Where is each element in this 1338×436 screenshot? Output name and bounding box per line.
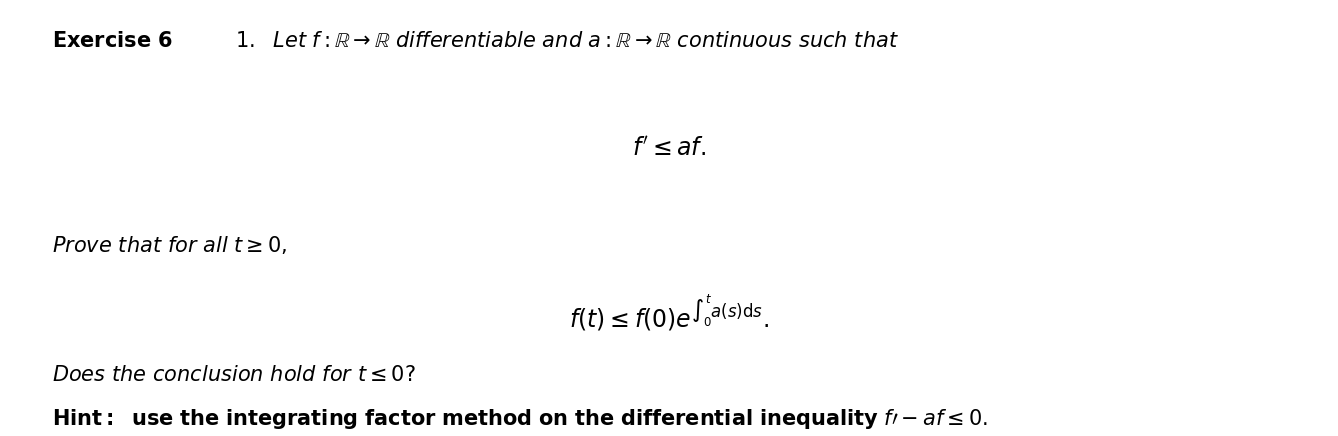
Text: $f' \leq af.$: $f' \leq af.$ bbox=[632, 136, 706, 160]
Text: $\mathit{1.\ \ Let}$ $f:\mathbb{R}\rightarrow\mathbb{R}$ $\mathit{differentiable: $\mathit{1.\ \ Let}$ $f:\mathbb{R}\right… bbox=[235, 31, 899, 51]
Text: $\mathit{Does\ the\ conclusion\ hold\ for}\ t \leq 0?$: $\mathit{Does\ the\ conclusion\ hold\ fo… bbox=[52, 365, 416, 385]
Text: $\mathit{Prove\ that\ for\ all}\ t \geq 0,$: $\mathit{Prove\ that\ for\ all}\ t \geq … bbox=[52, 234, 288, 256]
Text: $f(t) \leq f(0)e^{\int_0^t a(s)\mathrm{d}s}.$: $f(t) \leq f(0)e^{\int_0^t a(s)\mathrm{d… bbox=[569, 293, 769, 333]
Text: $\mathbf{Hint:\ \ use\ the\ integrating\ factor\ method\ on\ the\ differential\ : $\mathbf{Hint:\ \ use\ the\ integrating\… bbox=[52, 407, 987, 431]
Text: $\mathbf{Exercise\ 6}$: $\mathbf{Exercise\ 6}$ bbox=[52, 31, 173, 51]
